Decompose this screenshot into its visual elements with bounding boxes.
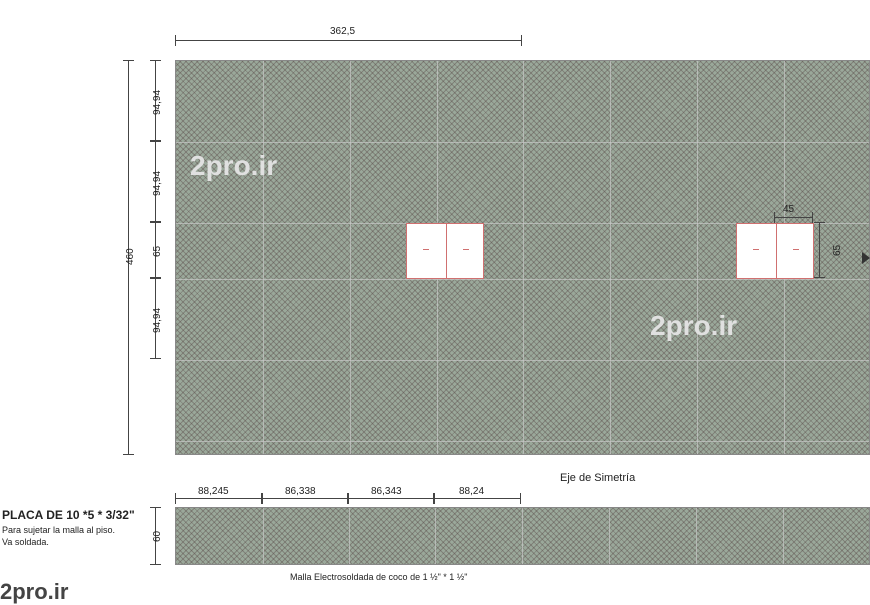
plate-sub1: Para sujetar la malla al piso. — [2, 525, 115, 535]
grid-v — [350, 61, 351, 454]
right-arrow-icon — [862, 252, 870, 264]
strip-grid-v — [263, 508, 264, 564]
strip-grid-v — [609, 508, 610, 564]
plate-sub2: Va soldada. — [2, 537, 49, 547]
grid-v — [610, 61, 611, 454]
plate-title: PLACA DE 10 *5 * 3/32" — [2, 508, 135, 522]
dim-left-total-label: 460 — [125, 248, 136, 265]
grid-h — [176, 142, 869, 143]
grid-h — [176, 360, 869, 361]
dim-top-main — [175, 40, 522, 41]
dim-strip-4-label: 88,24 — [459, 486, 484, 497]
cutout-right — [736, 223, 814, 279]
dim-top-main-label: 362,5 — [330, 26, 355, 37]
dim-strip-4 — [434, 498, 521, 499]
grid-h — [176, 279, 869, 280]
dim-cutout-w-label: 45 — [783, 204, 794, 215]
dim-strip-2 — [262, 498, 348, 499]
strip-grid-v — [522, 508, 523, 564]
dim-cutout-h-label: 65 — [832, 245, 843, 256]
strip-grid-v — [435, 508, 436, 564]
dim-strip-1 — [175, 498, 262, 499]
axis-label: Eje de Simetría — [560, 472, 635, 484]
dim-strip-3-label: 86,343 — [371, 486, 402, 497]
dim-cutout-w — [774, 217, 813, 218]
site-logo: 2pro.ir — [0, 579, 68, 605]
strip-panel — [175, 507, 870, 565]
dim-strip-3 — [348, 498, 434, 499]
strip-grid-v — [349, 508, 350, 564]
strip-grid-v — [783, 508, 784, 564]
grid-v — [523, 61, 524, 454]
dim-strip-1-label: 88,245 — [198, 486, 229, 497]
grid-v — [697, 61, 698, 454]
strip-grid-v — [696, 508, 697, 564]
dim-strip-2-label: 86,338 — [285, 486, 316, 497]
dim-left-1-label: 94,94 — [152, 90, 163, 115]
grid-v — [263, 61, 264, 454]
dim-left-3-label: 65 — [152, 246, 163, 257]
cutout-left — [406, 223, 484, 279]
main-plan-panel — [175, 60, 870, 455]
grid-h — [176, 441, 869, 442]
dim-left-4-label: 94,94 — [152, 308, 163, 333]
dim-strip-left-label: 60 — [152, 531, 163, 542]
dim-left-2-label: 94,94 — [152, 171, 163, 196]
mesh-label: Malla Electrosoldada de coco de 1 ½" * 1… — [290, 572, 468, 582]
dim-cutout-h — [819, 222, 820, 278]
